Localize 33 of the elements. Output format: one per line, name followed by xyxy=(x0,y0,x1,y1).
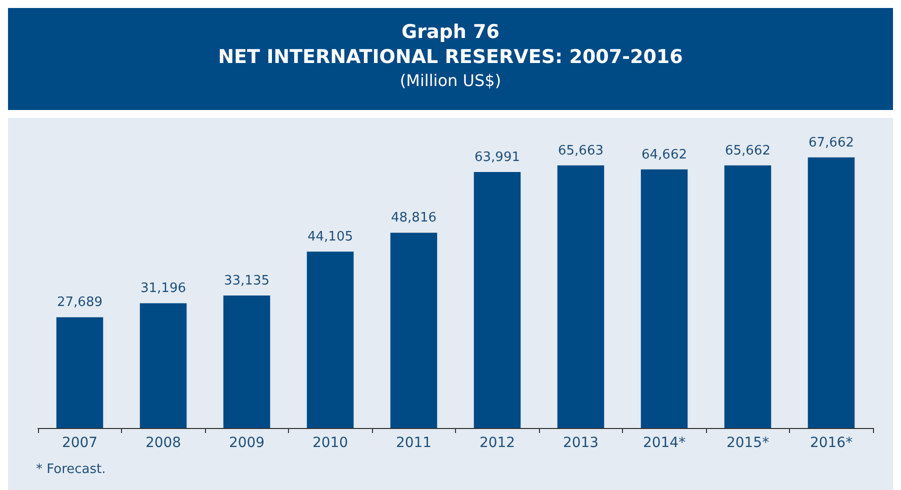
x-tick-label: 2010 xyxy=(312,435,348,451)
x-tick-label: 2009 xyxy=(228,435,265,451)
x-tick-label: 2015* xyxy=(726,435,770,451)
bar xyxy=(808,157,855,428)
x-tick-label: 2016* xyxy=(810,435,853,451)
data-label: 33,135 xyxy=(224,273,270,288)
data-label: 65,662 xyxy=(725,143,770,158)
bar xyxy=(474,172,521,428)
chart-subtitle: (Million US$) xyxy=(398,70,502,92)
data-label: 27,689 xyxy=(57,295,102,310)
x-tick-label: 2007 xyxy=(62,435,98,451)
x-tick-label: 2012 xyxy=(479,435,516,451)
data-label: 48,816 xyxy=(391,210,436,226)
bar xyxy=(140,303,187,428)
bar xyxy=(306,252,354,428)
x-tick-label: 2014* xyxy=(642,435,686,451)
bar xyxy=(56,317,104,428)
bar xyxy=(390,232,438,428)
text: * Forecast. xyxy=(36,462,106,477)
data-label: 64,662 xyxy=(642,147,687,162)
chart-title: Graph 76 NET INTERNATIONAL RESERVES: 2007-2016 xyxy=(217,20,684,70)
x-tick-label: 2013 xyxy=(562,435,599,451)
bar xyxy=(223,295,270,428)
data-label: 31,196 xyxy=(140,281,186,296)
data-label: 44,105 xyxy=(308,230,353,245)
bar xyxy=(724,165,772,428)
data-label: 65,663 xyxy=(558,143,604,158)
bar xyxy=(557,165,604,428)
data-label: 67,662 xyxy=(808,135,854,150)
data-label: 63,991 xyxy=(474,150,520,166)
x-tick-label: 2008 xyxy=(145,435,182,451)
bar xyxy=(640,169,688,428)
x-tick-label: 2011 xyxy=(396,435,432,451)
